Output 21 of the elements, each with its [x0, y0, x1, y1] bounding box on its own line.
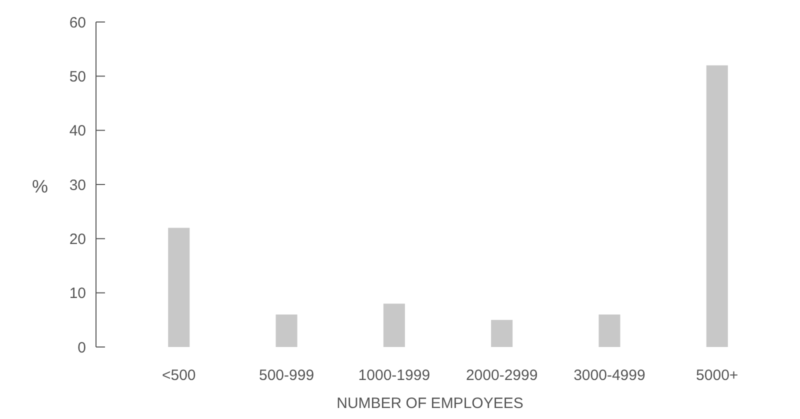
y-tick-label: 40: [69, 122, 86, 140]
x-tick-label: 3000-4999: [574, 367, 646, 384]
y-tick-label: 0: [78, 339, 86, 356]
bar: [168, 228, 190, 347]
y-tick-label: 60: [69, 14, 86, 32]
y-tick-label: 20: [69, 230, 86, 248]
bar: [491, 320, 513, 347]
y-tick-label: 50: [69, 68, 86, 86]
x-tick-label: 5000+: [696, 367, 738, 384]
x-axis-title: NUMBER OF EMPLOYEES: [336, 395, 524, 412]
bar: [598, 314, 620, 347]
x-tick-label: <500: [162, 367, 196, 384]
x-tick-label: 2000-2999: [466, 367, 538, 384]
y-tick-label: 30: [69, 176, 86, 194]
x-tick-label: 1000-1999: [358, 367, 430, 384]
bar: [276, 314, 298, 347]
y-axis-title: %: [32, 176, 48, 196]
x-tick-label: 500-999: [259, 367, 314, 384]
y-tick-label: 10: [69, 285, 86, 302]
bar: [706, 65, 728, 347]
bar: [383, 304, 405, 347]
